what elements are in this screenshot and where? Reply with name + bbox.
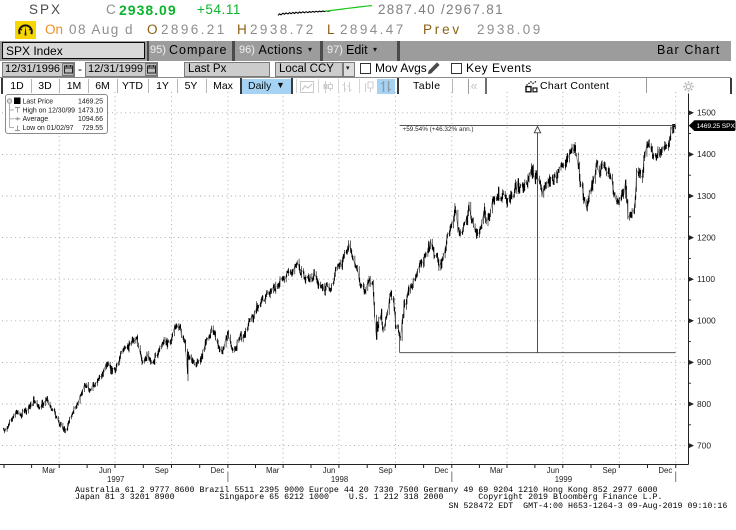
svg-text:1469.25: 1469.25: [78, 99, 103, 106]
svg-text:Mar: Mar: [490, 466, 504, 475]
svg-text:Last Price: Last Price: [23, 99, 54, 106]
svg-text:Low on 01/02/97: Low on 01/02/97: [23, 125, 74, 132]
svg-text:1200: 1200: [697, 232, 716, 242]
svg-text:Mar: Mar: [266, 466, 280, 475]
svg-text:729.55: 729.55: [82, 125, 103, 132]
svg-text:Dec: Dec: [434, 466, 448, 475]
svg-text:700: 700: [697, 440, 711, 450]
svg-text:1469.25 SPX: 1469.25 SPX: [697, 123, 736, 130]
svg-text:Average: Average: [23, 116, 49, 123]
svg-text:Jun: Jun: [99, 466, 112, 475]
svg-text:Jun: Jun: [547, 466, 560, 475]
svg-text:Dec: Dec: [658, 466, 672, 475]
svg-text:1999: 1999: [555, 475, 572, 484]
svg-text:1300: 1300: [697, 191, 716, 201]
svg-text:Mar: Mar: [42, 466, 56, 475]
svg-text:1473.10: 1473.10: [78, 107, 103, 114]
svg-text:1094.66: 1094.66: [78, 116, 103, 123]
svg-text:Sep: Sep: [379, 466, 394, 475]
svg-text:+59.54% (+46.32% ann.): +59.54% (+46.32% ann.): [403, 126, 474, 133]
svg-text:800: 800: [697, 399, 711, 409]
svg-text:Dec: Dec: [211, 466, 225, 475]
svg-text:1400: 1400: [697, 149, 716, 159]
svg-text:1500: 1500: [697, 108, 716, 118]
svg-text:1000: 1000: [697, 316, 716, 326]
svg-text:900: 900: [697, 357, 711, 367]
svg-text:Jun: Jun: [323, 466, 336, 475]
svg-text:Sep: Sep: [602, 466, 617, 475]
svg-text:High on 12/30/99: High on 12/30/99: [23, 107, 76, 114]
svg-text:1100: 1100: [697, 274, 715, 284]
svg-text:Sep: Sep: [155, 466, 170, 475]
svg-text:1998: 1998: [331, 475, 348, 484]
svg-text:1997: 1997: [107, 475, 124, 484]
